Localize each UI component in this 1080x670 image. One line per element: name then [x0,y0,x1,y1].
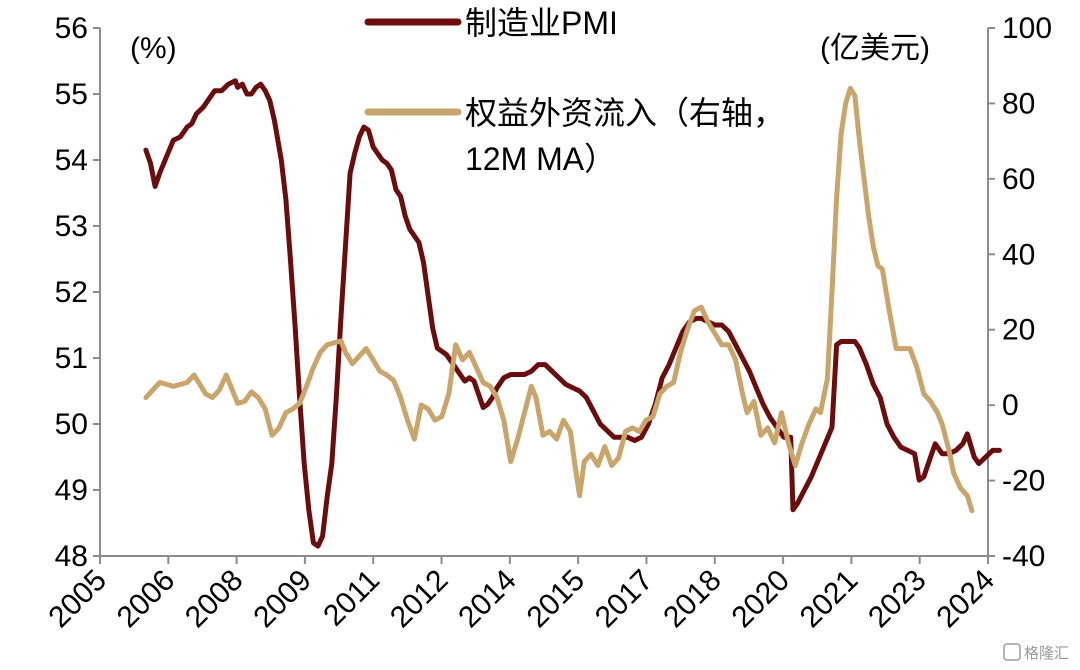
x-tick-label: 2018 [657,564,728,635]
left-y-tick-label: 54 [55,144,88,177]
series-line-equity-inflow [143,85,975,514]
left-y-tick-label: 52 [55,276,88,309]
legend: 制造业PMI 权益外资流入（右轴， 12M MA） [364,5,785,177]
x-tick-label: 2024 [930,564,1001,635]
watermark-text: 格隆汇 [1024,645,1069,662]
left-y-tick-label: 56 [55,12,88,45]
watermark-logo-icon [1003,643,1021,661]
left-y-tick-label: 50 [55,408,88,441]
legend-label-pmi: 制造业PMI [465,5,618,41]
series-layer [143,78,1002,549]
right-y-tick-label: -40 [1002,540,1045,573]
right-axis-unit: (亿美元) [820,32,930,65]
right-y-tick-label: 80 [1002,87,1035,120]
right-y-tick-label: -20 [1002,465,1045,498]
left-y-tick-label: 49 [55,474,88,507]
x-tick-label: 2021 [794,564,865,635]
x-tick-label: 2015 [521,564,592,635]
left-y-tick-label: 53 [55,210,88,243]
left-y-tick-label: 48 [55,540,88,573]
x-tick-label: 2009 [247,564,318,635]
right-y-tick-label: 60 [1002,163,1035,196]
x-tick-label: 2006 [111,564,182,635]
x-tick-label: 2020 [725,564,796,635]
x-tick-label: 2005 [42,564,113,635]
left-y-tick-label: 51 [55,342,88,375]
x-tick-label: 2012 [384,564,455,635]
right-y-tick-label: 20 [1002,314,1035,347]
x-tick-label: 2017 [589,564,660,635]
watermark: 格隆汇 [1003,643,1069,662]
legend-label-equity-inflow: 权益外资流入（右轴， 12M MA） [465,95,785,177]
axes [93,27,995,564]
right-y-tick-label: 40 [1002,238,1035,271]
left-y-tick-label: 55 [55,78,88,111]
x-tick-label: 2011 [317,564,386,633]
right-y-tick-label: 100 [1002,12,1052,45]
left-axis-unit: (%) [130,32,177,65]
right-y-tick-label: 0 [1002,389,1019,422]
x-tick-label: 2023 [862,564,933,635]
x-tick-label: 2014 [452,564,523,635]
series-line-pmi [143,78,1002,549]
x-tick-label: 2008 [179,564,250,635]
